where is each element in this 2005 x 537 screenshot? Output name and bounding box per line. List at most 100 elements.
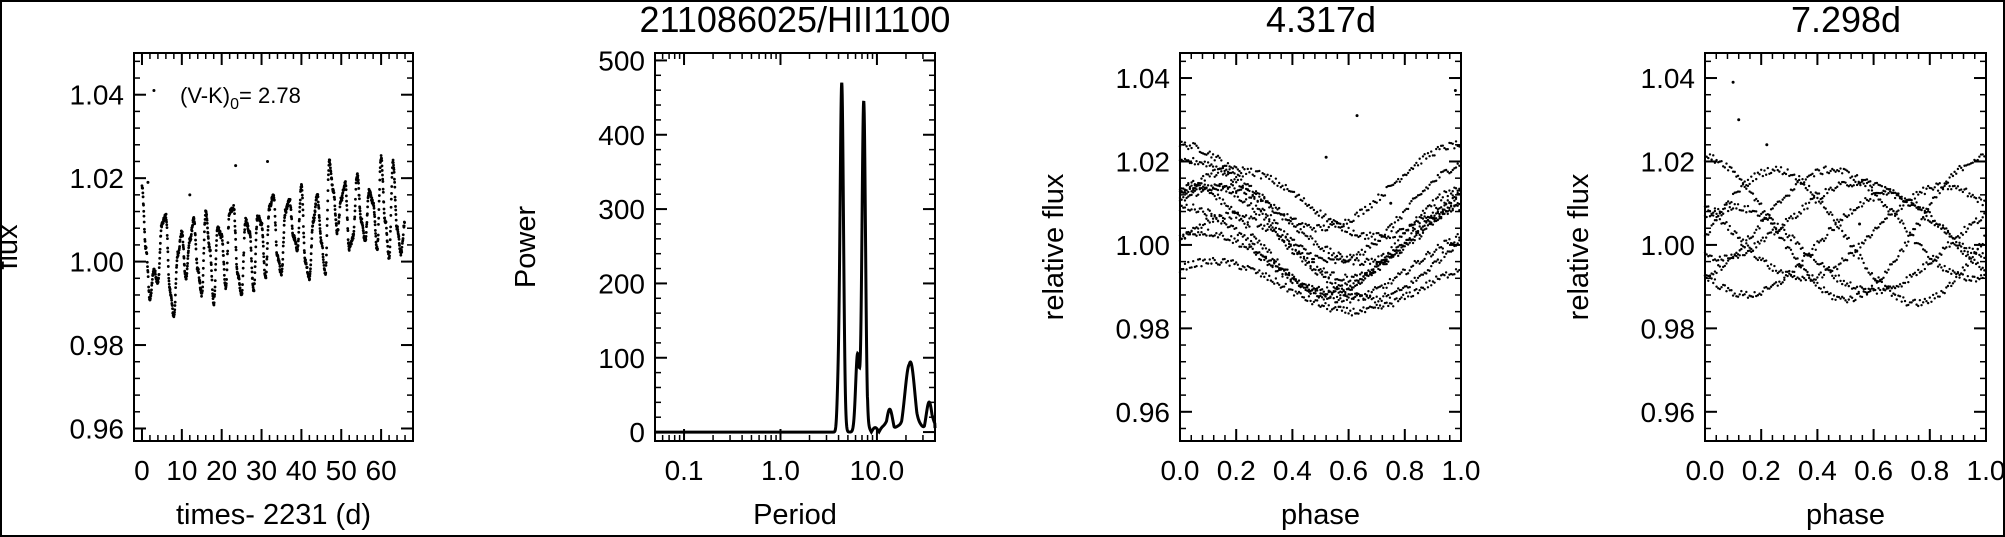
- lightcurve-point: [347, 248, 351, 252]
- phase1-point: [1211, 192, 1215, 196]
- phase2-point: [1948, 267, 1951, 271]
- phase2-xlabel: phase: [1806, 499, 1885, 531]
- lightcurve-point: [201, 266, 205, 270]
- phase2-point: [1854, 250, 1857, 254]
- phase2-point: [1842, 235, 1846, 238]
- phase1-point: [1373, 238, 1377, 241]
- phase1-point: [1205, 153, 1208, 156]
- phase1-point: [1231, 180, 1235, 184]
- lightcurve-point: [272, 194, 276, 198]
- phase1-point: [1256, 207, 1259, 210]
- phase1-point: [1378, 268, 1382, 272]
- phase1-point: [1315, 243, 1319, 246]
- phase2-point: [1726, 286, 1730, 290]
- phase1-point: [1415, 287, 1418, 291]
- phase1-point: [1325, 220, 1329, 223]
- phase1-point: [1400, 217, 1403, 220]
- phase2-point: [1766, 287, 1770, 290]
- phase1-point: [1458, 145, 1461, 148]
- phase1-point: [1408, 291, 1411, 294]
- lightcurve-point: [197, 276, 201, 280]
- phase1-point: [1315, 299, 1319, 302]
- phase2-point: [1821, 261, 1824, 265]
- lightcurve-point: [328, 163, 332, 167]
- phase1-point: [1363, 310, 1367, 314]
- lightcurve-point: [301, 196, 304, 200]
- phase2-point: [1763, 169, 1766, 172]
- phase2-point: [1925, 214, 1928, 218]
- phase1-point: [1365, 271, 1368, 275]
- phase2-point: [1956, 247, 1960, 250]
- periodogram-xtick-label: 1.0: [761, 455, 800, 486]
- phase2-point: [1955, 275, 1958, 279]
- phase2-point: [1839, 167, 1842, 170]
- lightcurve-point: [186, 257, 190, 260]
- phase2-point: [1793, 212, 1796, 216]
- phase2-point: [1948, 281, 1951, 285]
- phase2-point: [1913, 298, 1917, 301]
- phase1-point: [1274, 260, 1278, 263]
- phase1-point: [1340, 309, 1344, 312]
- phase1-point: [1241, 186, 1245, 189]
- phase1-point: [1200, 190, 1203, 193]
- phase2-point: [1784, 270, 1788, 273]
- phase1-point: [1187, 195, 1190, 198]
- phase2-point: [1760, 168, 1763, 171]
- phase2-point: [1936, 265, 1940, 268]
- phase2-point: [1918, 298, 1922, 302]
- phase1-point: [1456, 191, 1459, 195]
- lightcurve-point: [272, 198, 276, 202]
- phase1-point: [1238, 219, 1241, 222]
- phase1-point: [1334, 256, 1337, 259]
- phase2-point: [1725, 290, 1728, 293]
- phase1-point: [1435, 197, 1438, 200]
- lightcurve-point: [205, 218, 209, 222]
- phase2-point: [1801, 182, 1804, 185]
- phase2-point: [1920, 270, 1923, 273]
- lightcurve-point: [361, 226, 365, 230]
- phase2-point: [1705, 215, 1708, 219]
- phase1-point: [1301, 199, 1304, 202]
- phase2-point: [1940, 266, 1943, 269]
- phase1-point: [1352, 275, 1355, 279]
- phase1-point: [1400, 271, 1403, 274]
- phase1-point: [1458, 236, 1461, 239]
- phase1-ytick-label: 1.02: [1116, 146, 1171, 177]
- phase2-point: [1895, 258, 1898, 262]
- lightcurve-point: [316, 193, 320, 196]
- phase2-point: [1806, 207, 1809, 210]
- phase2-point: [1855, 174, 1859, 177]
- phase2-point: [1728, 206, 1731, 209]
- phase2-point: [1961, 242, 1965, 245]
- phase2-point: [1712, 273, 1715, 276]
- phase2-point: [1910, 275, 1913, 278]
- phase1-point: [1390, 229, 1393, 233]
- phase1-point: [1281, 239, 1284, 242]
- phase1-point: [1264, 175, 1268, 178]
- phase1-point: [1213, 175, 1216, 178]
- phase2-point: [1822, 273, 1826, 277]
- phase2-point: [1958, 273, 1961, 277]
- phase1-point: [1200, 265, 1203, 268]
- phase1-point: [1406, 207, 1410, 211]
- lightcurve-point: [273, 207, 277, 211]
- phase1-point: [1187, 147, 1190, 151]
- lightcurve-point: [165, 234, 169, 237]
- phase1-point: [1302, 225, 1306, 229]
- phase1-point: [1203, 160, 1206, 163]
- phase1-point: [1449, 201, 1453, 205]
- phase1-point: [1306, 235, 1309, 238]
- lightcurve-point: [346, 229, 350, 233]
- phase1-point: [1458, 268, 1461, 272]
- phase2-point: [1829, 211, 1832, 214]
- phase2-point: [1756, 258, 1760, 262]
- phase1-point: [1208, 221, 1211, 224]
- phase1-point: [1454, 268, 1458, 271]
- phase1-point: [1261, 247, 1264, 250]
- lightcurve-point: [364, 234, 368, 238]
- lightcurve-point: [373, 229, 377, 232]
- phase1-point: [1253, 195, 1256, 199]
- periodogram-ylabel: Power: [510, 206, 542, 289]
- lightcurve-point: [235, 262, 238, 266]
- phase2-point: [1935, 196, 1938, 199]
